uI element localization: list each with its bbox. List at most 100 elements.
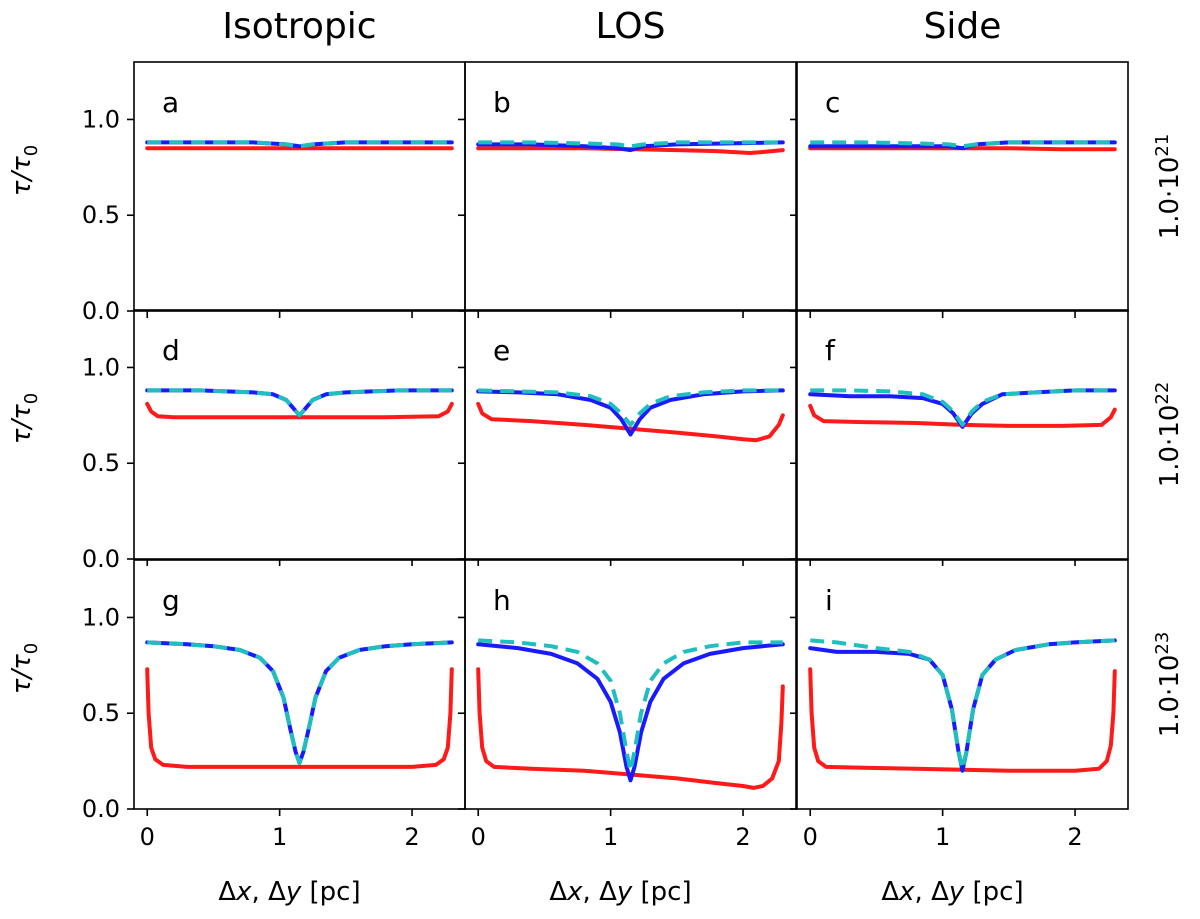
row-label: 1.0·1021	[1152, 134, 1185, 240]
x-axis-label: Δx, Δy [pc]	[218, 877, 360, 907]
y-tick-label: 0.0	[82, 297, 120, 325]
series-cyan-line	[478, 638, 783, 773]
x-axis-label-part: , Δ	[583, 877, 618, 907]
series-blue-line	[145, 640, 454, 765]
x-axis-label: Δx, Δy [pc]	[881, 877, 1023, 907]
panel-letter: a	[162, 86, 179, 119]
x-axis-label-part: , Δ	[915, 877, 950, 907]
panel-letter: e	[493, 334, 510, 367]
y-tick-label: 1.0	[82, 353, 120, 381]
x-tick-label: 2	[404, 823, 419, 851]
panel-g: g 0.0 0.5 1.0 0 1 2	[82, 559, 466, 851]
y-tick-label: 0.0	[82, 545, 120, 573]
panel-letter: i	[825, 584, 833, 617]
row-label-mantissa: 1.0·10	[1155, 655, 1185, 738]
x-axis-label-part: Δ	[218, 877, 236, 907]
row-label-exponent: 23	[1152, 632, 1173, 655]
series-red-line	[476, 667, 785, 790]
series-cyan-line	[147, 140, 452, 149]
series-cyan-line	[478, 140, 783, 149]
x-axis-label-part: x	[566, 877, 583, 907]
series-blue-line	[145, 388, 454, 418]
row-label: 1.0·1023	[1152, 632, 1185, 738]
panel-frame	[796, 309, 1129, 560]
x-tick-label: 0	[803, 823, 818, 851]
series-red-line	[476, 401, 785, 443]
panel-frame	[464, 309, 797, 560]
x-axis-label-part: y	[616, 877, 633, 907]
panel-c: c	[790, 61, 1129, 318]
y-tick-label: 0.5	[82, 201, 120, 229]
y-axis-label-base: τ/τ	[7, 404, 37, 444]
series-red-line	[808, 667, 1117, 773]
x-tick-label: 0	[140, 823, 155, 851]
x-tick-label: 2	[735, 823, 750, 851]
panel-frame	[464, 61, 797, 312]
x-axis-label-part: y	[948, 877, 965, 907]
x-tick-label: 2	[1067, 823, 1082, 851]
panel-letter: f	[825, 334, 836, 367]
y-axis-label: τ/τ0	[7, 643, 42, 695]
y-tick-label: 1.0	[82, 603, 120, 631]
x-axis-label-part: [pc]	[632, 877, 691, 907]
panel-h: h 0 1 2	[458, 559, 797, 851]
series-cyan-line	[810, 388, 1115, 427]
panel-letter: b	[493, 86, 511, 119]
x-axis-label-part: Δ	[549, 877, 567, 907]
panel-d: d 0.0 0.5 1.0	[82, 309, 466, 573]
x-tick-label: 1	[603, 823, 618, 851]
series-blue-line	[476, 140, 785, 153]
panel-frame	[796, 61, 1129, 312]
x-axis-label-part: y	[285, 877, 302, 907]
x-axis-label-part: x	[898, 877, 915, 907]
row-label-mantissa: 1.0·10	[1155, 157, 1185, 240]
row-label-mantissa: 1.0·10	[1155, 405, 1185, 488]
panel-frame	[133, 309, 466, 560]
panel-frame	[133, 61, 466, 312]
series-blue-line	[476, 642, 785, 783]
x-axis-label: Δx, Δy [pc]	[549, 877, 691, 907]
panel-letter: c	[825, 86, 840, 119]
series-cyan-line	[147, 388, 452, 418]
series-cyan-line	[147, 640, 452, 765]
y-axis-label: τ/τ0	[7, 145, 42, 197]
x-axis-label-part: [pc]	[964, 877, 1023, 907]
y-axis-label: τ/τ0	[7, 393, 42, 445]
y-axis-label-base: τ/τ	[7, 654, 37, 694]
series-red-line	[145, 401, 454, 420]
panel-letter: g	[162, 584, 180, 617]
column-title: Side	[924, 6, 1002, 47]
panel-frame	[464, 559, 797, 810]
y-tick-label: 0.5	[82, 449, 120, 477]
y-tick-label: 0.0	[82, 795, 120, 823]
series-red-line	[145, 667, 454, 769]
column-title: Isotropic	[222, 6, 376, 47]
y-tick-label: 1.0	[82, 105, 120, 133]
y-axis-label-base: τ/τ	[7, 156, 37, 196]
x-tick-label: 0	[471, 823, 486, 851]
series-blue-line	[808, 638, 1117, 773]
x-tick-label: 1	[272, 823, 287, 851]
x-axis-label-part: , Δ	[252, 877, 287, 907]
x-axis-label-part: [pc]	[301, 877, 360, 907]
series-cyan-line	[810, 140, 1115, 149]
row-label: 1.0·1022	[1152, 382, 1185, 488]
y-axis-label-subscript: 0	[21, 145, 42, 156]
column-title: LOS	[596, 6, 666, 47]
series-blue-line	[808, 140, 1117, 151]
panel-letter: h	[493, 584, 511, 617]
y-axis-label-subscript: 0	[21, 393, 42, 404]
y-tick-label: 0.5	[82, 699, 120, 727]
x-axis-label-part: x	[235, 877, 252, 907]
series-cyan-line	[478, 388, 783, 427]
panel-frame	[796, 559, 1129, 810]
row-label-exponent: 21	[1152, 134, 1173, 157]
panel-b: b	[458, 61, 797, 318]
panel-f: f	[790, 309, 1129, 566]
row-label-exponent: 22	[1152, 382, 1173, 405]
panel-i: i 0 1 2	[790, 559, 1129, 851]
panel-letter: d	[162, 334, 180, 367]
panel-e: e	[458, 309, 797, 566]
x-tick-label: 1	[935, 823, 950, 851]
